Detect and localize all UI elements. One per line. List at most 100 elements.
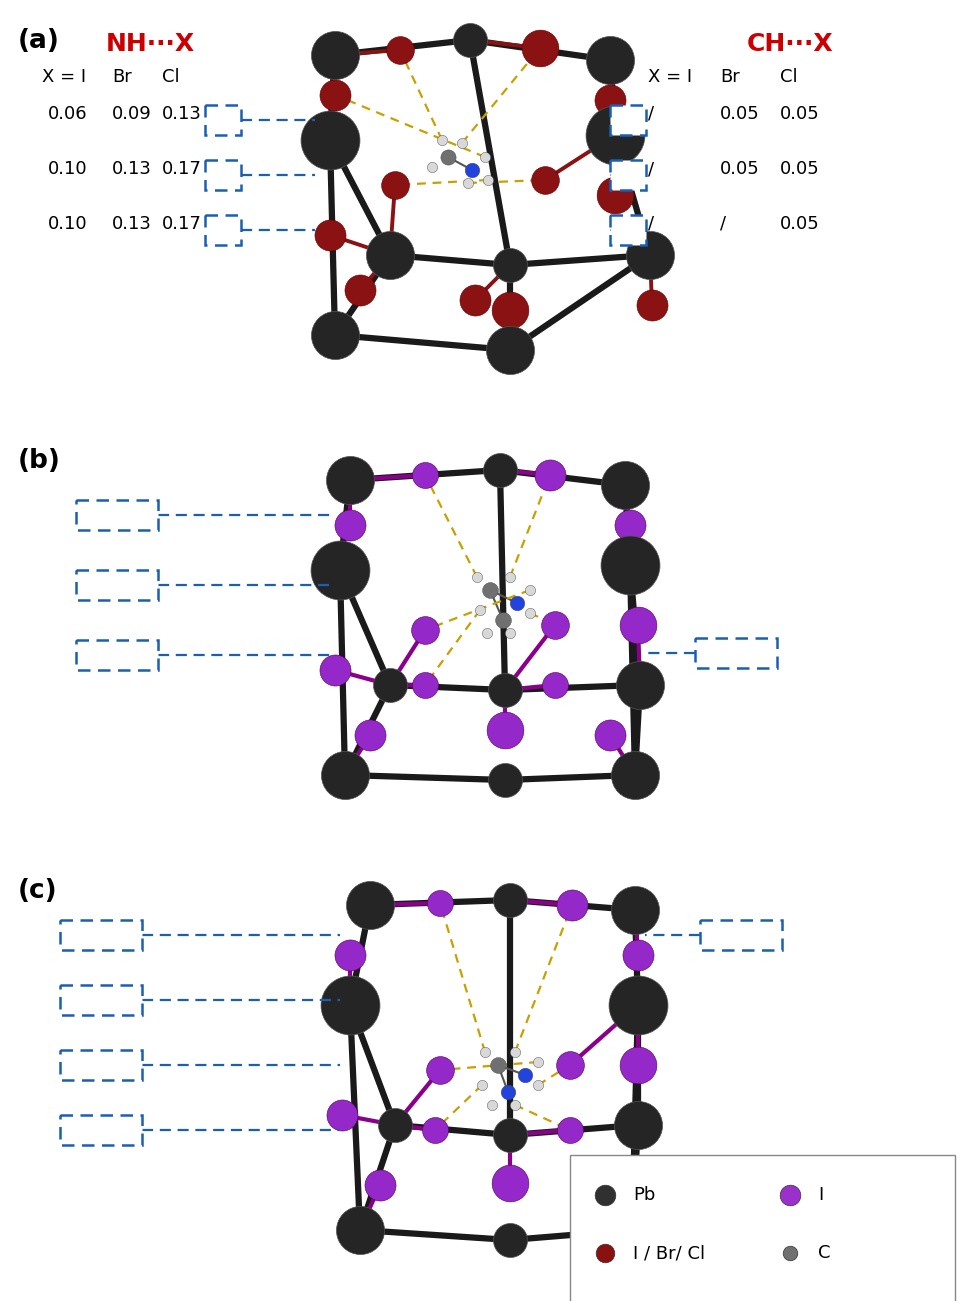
Point: [564, 895, 580, 916]
Point: [387, 174, 403, 195]
Bar: [610, 160, 646, 190]
Bar: [60, 1115, 142, 1145]
Point: [508, 1094, 523, 1115]
Point: [502, 299, 517, 320]
Text: /: /: [648, 105, 654, 124]
Text: 1: 1: [217, 111, 230, 130]
Point: [322, 225, 338, 246]
Point: [597, 1185, 612, 1206]
Point: [502, 255, 517, 276]
Point: [547, 614, 563, 635]
Text: 0.05: 0.05: [780, 105, 819, 124]
Point: [477, 147, 493, 168]
Point: [465, 160, 480, 181]
Bar: [76, 500, 158, 530]
Text: 0.09: 0.09: [112, 105, 152, 124]
Point: [497, 719, 513, 740]
Bar: [60, 920, 142, 950]
Point: [600, 1170, 615, 1190]
Text: 0.06: 0.06: [48, 105, 87, 124]
Bar: [695, 637, 777, 667]
Text: 0.13: 0.13: [112, 215, 152, 233]
Point: [342, 515, 358, 536]
Point: [642, 245, 658, 265]
Point: [624, 1219, 640, 1240]
Text: 0.10: 0.10: [48, 215, 87, 233]
Text: 8: 8: [621, 165, 635, 185]
Bar: [610, 105, 646, 135]
Text: I: I: [818, 1187, 823, 1203]
Text: 0.14: 0.14: [97, 647, 137, 664]
Point: [602, 49, 617, 70]
Point: [342, 945, 358, 965]
Text: Br: Br: [112, 68, 131, 86]
Point: [500, 1081, 515, 1102]
Text: 0.05: 0.05: [720, 160, 760, 178]
Bar: [76, 570, 158, 600]
Text: 0.13: 0.13: [162, 105, 202, 124]
Point: [440, 147, 456, 168]
Text: /: /: [720, 215, 726, 233]
Point: [563, 1120, 578, 1141]
Point: [327, 324, 343, 345]
Point: [484, 1094, 500, 1115]
Text: 2: 2: [217, 165, 230, 185]
Text: 0.05: 0.05: [716, 644, 756, 662]
Bar: [610, 215, 646, 245]
Point: [467, 290, 483, 311]
Point: [502, 567, 517, 588]
Point: [417, 619, 433, 640]
Point: [630, 614, 646, 635]
Point: [630, 994, 646, 1015]
Point: [492, 459, 508, 480]
Text: X = I: X = I: [648, 68, 692, 86]
Point: [502, 1229, 517, 1250]
Point: [532, 38, 548, 59]
Text: (b): (b): [18, 448, 61, 474]
Point: [427, 1120, 443, 1141]
Point: [630, 945, 646, 965]
Point: [387, 1115, 403, 1136]
Text: 0.12: 0.12: [81, 926, 121, 945]
Point: [479, 623, 495, 644]
Text: 9: 9: [621, 220, 635, 239]
Point: [363, 725, 378, 745]
Bar: [205, 215, 241, 245]
Point: [363, 895, 378, 916]
Text: 0.05: 0.05: [720, 105, 760, 124]
Text: X = I: X = I: [42, 68, 86, 86]
Text: 0.17: 0.17: [162, 160, 202, 178]
Point: [502, 623, 517, 644]
Text: CH···X: CH···X: [747, 33, 833, 56]
Point: [627, 765, 643, 786]
Text: 0.10: 0.10: [81, 991, 121, 1010]
Point: [327, 660, 343, 680]
Point: [502, 1172, 517, 1193]
Point: [327, 44, 343, 65]
Point: [372, 1175, 388, 1196]
Point: [597, 1242, 612, 1263]
Bar: [700, 920, 782, 950]
Point: [497, 679, 513, 700]
Text: 0.06: 0.06: [97, 576, 137, 595]
Point: [334, 1105, 350, 1125]
Text: Pb: Pb: [633, 1187, 656, 1203]
Text: 0.13: 0.13: [112, 160, 152, 178]
Bar: [570, 1155, 955, 1301]
Point: [630, 1055, 646, 1076]
Text: /: /: [648, 215, 654, 233]
Point: [432, 1059, 448, 1080]
Point: [502, 1124, 517, 1145]
Bar: [60, 1050, 142, 1080]
Point: [522, 602, 538, 623]
Point: [563, 1055, 578, 1076]
Point: [432, 892, 448, 913]
Point: [522, 579, 538, 600]
Point: [392, 39, 408, 60]
Point: [508, 1042, 523, 1063]
Point: [477, 1042, 493, 1063]
Point: [434, 130, 450, 151]
Point: [622, 515, 638, 536]
Point: [463, 30, 478, 51]
Point: [602, 90, 617, 111]
